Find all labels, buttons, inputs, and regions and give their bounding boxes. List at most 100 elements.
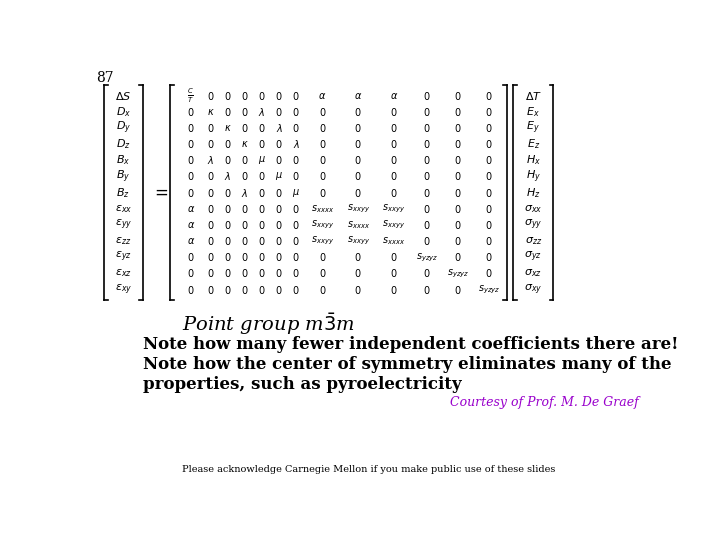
Text: $s_{yzyz}$: $s_{yzyz}$ (447, 267, 469, 280)
Text: $0$: $0$ (485, 138, 493, 150)
Text: $s_{xxyy}$: $s_{xxyy}$ (382, 202, 405, 215)
Text: $0$: $0$ (241, 171, 248, 183)
Text: $H_y$: $H_y$ (526, 168, 541, 185)
Text: $s_{xxyy}$: $s_{xxyy}$ (311, 235, 334, 247)
Text: $0$: $0$ (275, 203, 283, 215)
Text: $0$: $0$ (187, 122, 194, 134)
Text: $0$: $0$ (423, 171, 431, 183)
Text: $0$: $0$ (275, 106, 283, 118)
Text: $0$: $0$ (454, 106, 462, 118)
Text: $\sigma_{yy}$: $\sigma_{yy}$ (524, 218, 542, 232)
Text: $0$: $0$ (258, 122, 266, 134)
Text: $0$: $0$ (454, 251, 462, 264)
Text: Courtesy of Prof. M. De Graef: Courtesy of Prof. M. De Graef (450, 396, 639, 409)
Text: $E_x$: $E_x$ (526, 105, 540, 119)
Text: $0$: $0$ (485, 219, 493, 231)
Text: $0$: $0$ (187, 138, 194, 150)
Text: $s_{xxyy}$: $s_{xxyy}$ (382, 219, 405, 231)
Text: $\alpha$: $\alpha$ (186, 236, 195, 246)
Text: $0$: $0$ (454, 219, 462, 231)
Text: $\mu$: $\mu$ (258, 154, 266, 166)
Text: $0$: $0$ (292, 106, 300, 118)
Text: $0$: $0$ (207, 122, 215, 134)
Text: $0$: $0$ (390, 267, 397, 280)
Text: $0$: $0$ (485, 154, 493, 166)
Text: $0$: $0$ (258, 284, 266, 295)
Text: $0$: $0$ (485, 106, 493, 118)
Text: $0$: $0$ (319, 284, 326, 295)
Text: $\lambda$: $\lambda$ (241, 187, 248, 199)
Text: $s_{xxyy}$: $s_{xxyy}$ (311, 219, 334, 231)
Text: $\sigma_{xz}$: $\sigma_{xz}$ (524, 268, 542, 279)
Text: $\epsilon_{yy}$: $\epsilon_{yy}$ (114, 218, 132, 232)
Text: $0$: $0$ (390, 122, 397, 134)
Text: $0$: $0$ (207, 138, 215, 150)
Text: Point group m$\bar{3}$m: Point group m$\bar{3}$m (182, 311, 355, 337)
Text: $\epsilon_{xx}$: $\epsilon_{xx}$ (114, 203, 132, 215)
Text: $0$: $0$ (485, 251, 493, 264)
Text: $0$: $0$ (423, 106, 431, 118)
Text: $0$: $0$ (241, 122, 248, 134)
Text: $0$: $0$ (224, 267, 232, 280)
Text: $0$: $0$ (390, 187, 397, 199)
Text: $\alpha$: $\alpha$ (390, 91, 398, 100)
Text: $0$: $0$ (241, 267, 248, 280)
Text: $s_{xxxx}$: $s_{xxxx}$ (311, 203, 334, 215)
Text: $0$: $0$ (292, 203, 300, 215)
Text: $0$: $0$ (485, 203, 493, 215)
Text: $0$: $0$ (275, 187, 283, 199)
Text: $0$: $0$ (354, 267, 362, 280)
Text: $0$: $0$ (187, 251, 194, 264)
Text: $0$: $0$ (454, 90, 462, 102)
Text: $0$: $0$ (423, 284, 431, 295)
Text: $0$: $0$ (187, 267, 194, 280)
Text: $0$: $0$ (485, 90, 493, 102)
Text: $0$: $0$ (224, 284, 232, 295)
Text: $0$: $0$ (423, 122, 431, 134)
Text: $0$: $0$ (390, 284, 397, 295)
Text: $0$: $0$ (423, 203, 431, 215)
Text: $0$: $0$ (224, 154, 232, 166)
Text: $\sigma_{xx}$: $\sigma_{xx}$ (524, 203, 542, 215)
Text: $0$: $0$ (224, 106, 232, 118)
Text: $0$: $0$ (207, 90, 215, 102)
Text: $\kappa$: $\kappa$ (241, 139, 249, 149)
Text: $0$: $0$ (258, 251, 266, 264)
Text: $0$: $0$ (258, 267, 266, 280)
Text: $E_y$: $E_y$ (526, 120, 540, 136)
Text: $0$: $0$ (258, 90, 266, 102)
Text: $0$: $0$ (258, 138, 266, 150)
Text: $0$: $0$ (224, 138, 232, 150)
Text: $H_x$: $H_x$ (526, 153, 541, 167)
Text: properties, such as pyroelectricity: properties, such as pyroelectricity (143, 376, 462, 393)
Text: $D_z$: $D_z$ (116, 137, 131, 151)
Text: $0$: $0$ (354, 106, 362, 118)
Text: $\frac{C}{T}$: $\frac{C}{T}$ (187, 86, 194, 105)
Text: $0$: $0$ (241, 219, 248, 231)
Text: $\kappa$: $\kappa$ (207, 107, 215, 117)
Text: $0$: $0$ (275, 219, 283, 231)
Text: $D_x$: $D_x$ (116, 105, 131, 119)
Text: $\epsilon_{zz}$: $\epsilon_{zz}$ (115, 235, 132, 247)
Text: $0$: $0$ (485, 267, 493, 280)
Text: $E_z$: $E_z$ (527, 137, 540, 151)
Text: $0$: $0$ (485, 122, 493, 134)
Text: $s_{xxxx}$: $s_{xxxx}$ (346, 219, 370, 231)
Text: $0$: $0$ (454, 171, 462, 183)
Text: $0$: $0$ (319, 154, 326, 166)
Text: $s_{xxyy}$: $s_{xxyy}$ (346, 202, 370, 215)
Text: $0$: $0$ (390, 154, 397, 166)
Text: $0$: $0$ (275, 90, 283, 102)
Text: $0$: $0$ (319, 122, 326, 134)
Text: $0$: $0$ (423, 138, 431, 150)
Text: $\epsilon_{yz}$: $\epsilon_{yz}$ (115, 250, 132, 265)
Text: Note how the center of symmetry eliminates many of the: Note how the center of symmetry eliminat… (143, 356, 671, 373)
Text: $0$: $0$ (423, 90, 431, 102)
Text: $0$: $0$ (224, 90, 232, 102)
Text: Note how many fewer independent coefficients there are!: Note how many fewer independent coeffici… (143, 335, 678, 353)
Text: $0$: $0$ (241, 251, 248, 264)
Text: $0$: $0$ (292, 284, 300, 295)
Text: $0$: $0$ (354, 251, 362, 264)
Text: $B_y$: $B_y$ (116, 168, 130, 185)
Text: $0$: $0$ (258, 203, 266, 215)
